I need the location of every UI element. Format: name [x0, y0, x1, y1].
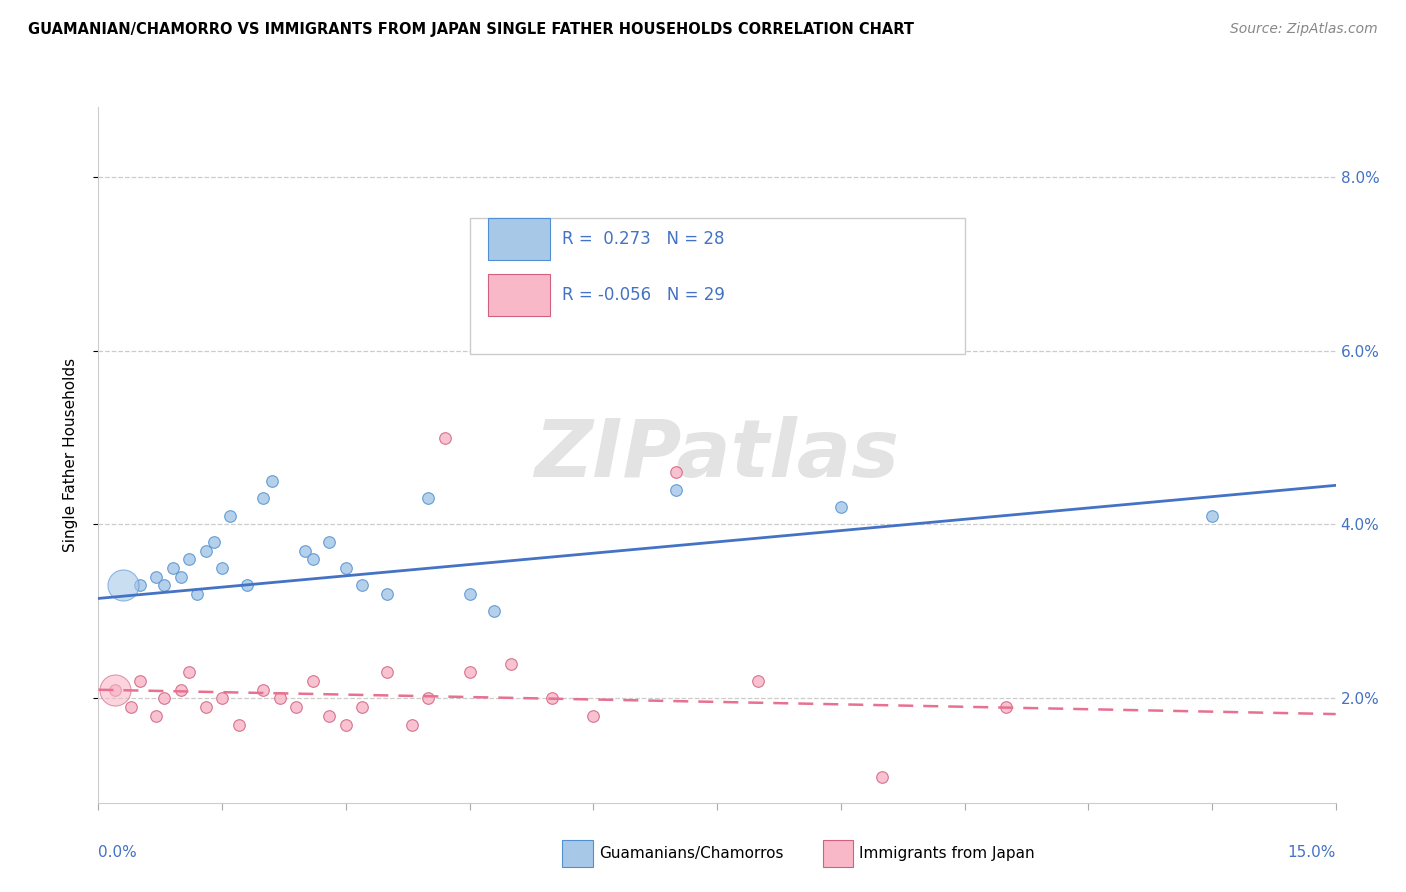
- Point: [228, 717, 250, 731]
- Point: [128, 578, 150, 592]
- Point: [1201, 508, 1223, 523]
- Point: [104, 682, 127, 697]
- Point: [120, 700, 142, 714]
- Point: [269, 691, 291, 706]
- Text: Source: ZipAtlas.com: Source: ZipAtlas.com: [1230, 22, 1378, 37]
- Point: [294, 543, 316, 558]
- Point: [747, 674, 769, 689]
- Point: [170, 682, 193, 697]
- Text: R = -0.056   N = 29: R = -0.056 N = 29: [562, 286, 725, 304]
- Point: [252, 682, 274, 697]
- Y-axis label: Single Father Households: Single Father Households: [63, 358, 77, 552]
- Text: Immigrants from Japan: Immigrants from Japan: [859, 847, 1035, 861]
- Point: [418, 691, 440, 706]
- Point: [401, 717, 423, 731]
- Point: [145, 570, 167, 584]
- Point: [665, 466, 688, 480]
- Point: [375, 587, 398, 601]
- Point: [302, 552, 325, 566]
- Point: [418, 491, 440, 506]
- Point: [499, 248, 522, 262]
- Bar: [488, 219, 550, 260]
- Bar: [488, 274, 550, 316]
- Point: [153, 691, 176, 706]
- Text: 0.0%: 0.0%: [98, 845, 138, 860]
- Point: [335, 561, 357, 575]
- Text: GUAMANIAN/CHAMORRO VS IMMIGRANTS FROM JAPAN SINGLE FATHER HOUSEHOLDS CORRELATION: GUAMANIAN/CHAMORRO VS IMMIGRANTS FROM JA…: [28, 22, 914, 37]
- Point: [375, 665, 398, 680]
- Point: [170, 570, 193, 584]
- Point: [830, 500, 852, 514]
- Point: [162, 561, 184, 575]
- Point: [484, 605, 506, 619]
- Point: [994, 700, 1017, 714]
- Point: [260, 474, 283, 488]
- Point: [285, 700, 308, 714]
- Point: [236, 578, 259, 592]
- Point: [499, 657, 522, 671]
- Point: [128, 674, 150, 689]
- Point: [870, 770, 893, 784]
- Point: [104, 682, 127, 697]
- Point: [665, 483, 688, 497]
- Bar: [470, 219, 965, 354]
- Point: [219, 508, 242, 523]
- Point: [211, 561, 233, 575]
- Text: ZIPatlas: ZIPatlas: [534, 416, 900, 494]
- Point: [352, 700, 374, 714]
- Point: [145, 708, 167, 723]
- Point: [194, 700, 217, 714]
- Point: [179, 665, 201, 680]
- Text: 15.0%: 15.0%: [1288, 845, 1336, 860]
- Point: [153, 578, 176, 592]
- Point: [318, 708, 340, 723]
- Point: [252, 491, 274, 506]
- Point: [202, 534, 225, 549]
- Point: [433, 430, 456, 444]
- Point: [541, 691, 564, 706]
- Point: [352, 578, 374, 592]
- Point: [302, 674, 325, 689]
- Point: [179, 552, 201, 566]
- Point: [211, 691, 233, 706]
- Point: [582, 708, 605, 723]
- Point: [335, 717, 357, 731]
- Point: [318, 534, 340, 549]
- Text: Guamanians/Chamorros: Guamanians/Chamorros: [599, 847, 783, 861]
- Text: R =  0.273   N = 28: R = 0.273 N = 28: [562, 230, 725, 248]
- Point: [458, 665, 481, 680]
- Point: [458, 587, 481, 601]
- Point: [194, 543, 217, 558]
- Point: [112, 578, 135, 592]
- Point: [186, 587, 208, 601]
